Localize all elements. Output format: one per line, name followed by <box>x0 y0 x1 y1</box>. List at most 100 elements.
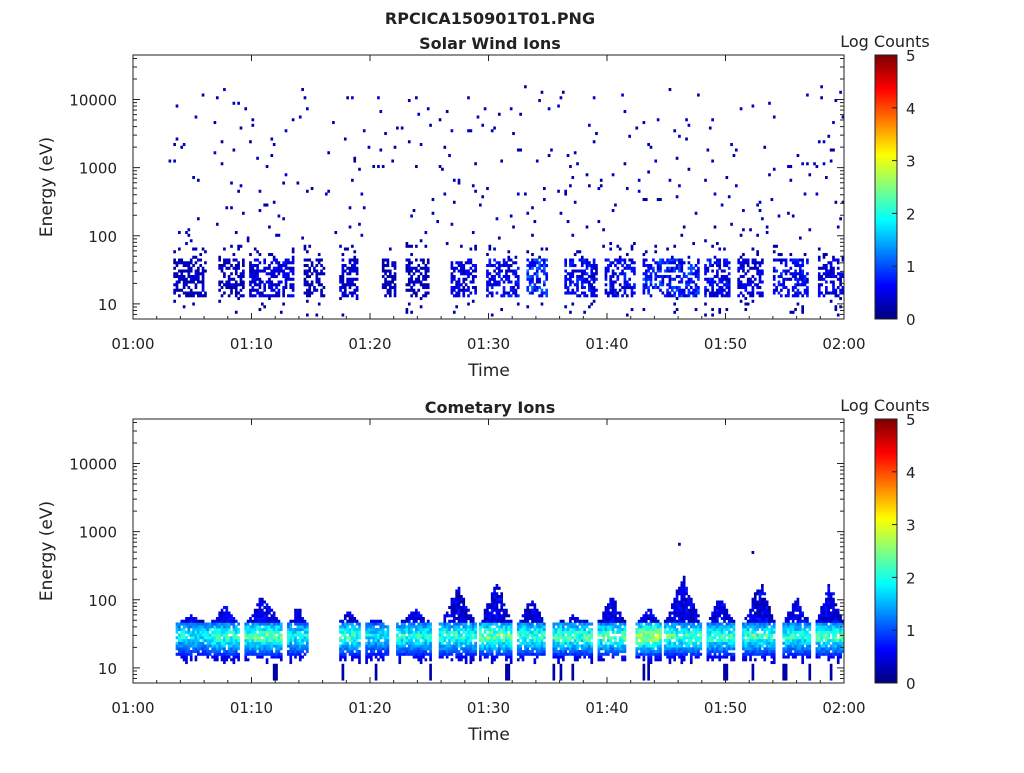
spectrogram-cell <box>545 272 548 275</box>
spectrogram-cell <box>526 603 529 606</box>
spectrogram-cell <box>704 239 707 242</box>
spectrogram-cell <box>633 272 636 275</box>
spectrogram-cell <box>484 625 487 628</box>
spectrogram-cell <box>489 603 492 606</box>
spectrogram-cell <box>197 259 200 262</box>
spectrogram-cell <box>270 286 273 289</box>
spectrogram-cell <box>391 160 394 163</box>
spectrogram-cell <box>723 283 726 286</box>
spectrogram-cell <box>616 647 619 650</box>
spectrogram-cell <box>306 281 309 284</box>
spectrogram-cell <box>254 614 257 617</box>
spectrogram-cell <box>659 647 662 650</box>
spectrogram-cell <box>678 292 681 295</box>
spectrogram-cell <box>398 645 401 648</box>
spectrogram-cell <box>297 625 300 628</box>
spectrogram-cell <box>697 278 700 281</box>
spectrogram-cell <box>538 612 541 615</box>
spectrogram-cell <box>638 647 641 650</box>
spectrogram-cell <box>742 261 745 264</box>
spectrogram-cell <box>522 620 525 623</box>
spectrogram-cell <box>669 656 672 659</box>
spectrogram-cell <box>233 620 236 623</box>
spectrogram-cell <box>275 664 278 667</box>
spectrogram-cell <box>522 653 525 656</box>
spectrogram-cell <box>624 658 627 661</box>
spectrogram-cell <box>377 620 380 623</box>
spectrogram-cell <box>460 609 463 612</box>
spectrogram-cell <box>524 636 527 639</box>
spectrogram-cell <box>173 160 176 163</box>
spectrogram-cell <box>195 275 198 278</box>
spectrogram-cell <box>285 261 288 264</box>
spectrogram-cell <box>353 261 356 264</box>
spectrogram-cell <box>600 184 603 187</box>
spectrogram-cell <box>804 253 807 256</box>
spectrogram-cell <box>242 286 245 289</box>
spectrogram-cell <box>626 283 629 286</box>
spectrogram-cell <box>249 253 252 256</box>
spectrogram-cell <box>223 275 226 278</box>
spectrogram-cell <box>204 650 207 653</box>
spectrogram-cell <box>368 623 371 626</box>
spectrogram-cell <box>621 631 624 634</box>
spectrogram-cell <box>493 631 496 634</box>
spectrogram-cell <box>804 283 807 286</box>
spectrogram-cell <box>718 286 721 289</box>
spectrogram-cell <box>759 275 762 278</box>
spectrogram-cell <box>280 642 283 645</box>
spectrogram-cell <box>415 270 418 273</box>
spectrogram-cell <box>529 283 532 286</box>
spectrogram-cell <box>242 212 245 215</box>
spectrogram-cell <box>562 656 565 659</box>
spectrogram-cell <box>375 653 378 656</box>
spectrogram-cell <box>441 639 444 642</box>
spectrogram-cell <box>491 294 494 297</box>
spectrogram-cell <box>562 645 565 648</box>
spectrogram-cell <box>228 612 231 615</box>
spectrogram-cell <box>726 278 729 281</box>
spectrogram-cell <box>612 620 615 623</box>
spectrogram-cell <box>394 278 397 281</box>
spectrogram-cell <box>228 645 231 648</box>
spectrogram-cell <box>460 283 463 286</box>
spectrogram-cell <box>526 634 529 637</box>
spectrogram-cell <box>467 289 470 292</box>
spectrogram-cell <box>593 300 596 303</box>
spectrogram-cell <box>422 636 425 639</box>
spectrogram-cell <box>278 642 281 645</box>
spectrogram-cell <box>671 261 674 264</box>
spectrogram-cell <box>389 283 392 286</box>
spectrogram-cell <box>489 634 492 637</box>
spectrogram-cell <box>252 650 255 653</box>
spectrogram-cell <box>534 639 537 642</box>
spectrogram-cell <box>643 642 646 645</box>
spectrogram-cell <box>621 650 624 653</box>
spectrogram-cell <box>292 631 295 634</box>
spectrogram-cell <box>723 264 726 267</box>
spectrogram-cell <box>659 264 662 267</box>
spectrogram-cell <box>228 623 231 626</box>
spectrogram-cell <box>616 278 619 281</box>
spectrogram-cell <box>235 636 238 639</box>
spectrogram-cell <box>387 259 390 262</box>
spectrogram-cell <box>465 645 468 648</box>
spectrogram-cell <box>538 617 541 620</box>
spectrogram-cell <box>552 664 555 667</box>
spectrogram-cell <box>531 645 534 648</box>
spectrogram-cell <box>522 614 525 617</box>
spectrogram-cell <box>401 653 404 656</box>
spectrogram-cell <box>339 281 342 284</box>
spectrogram-cell <box>353 642 356 645</box>
spectrogram-cell <box>543 270 546 273</box>
spectrogram-cell <box>462 606 465 609</box>
spectrogram-cell <box>529 617 532 620</box>
spectrogram-cell <box>493 259 496 262</box>
spectrogram-cell <box>569 283 572 286</box>
spectrogram-cell <box>413 656 416 659</box>
spectrogram-cell <box>609 645 612 648</box>
spectrogram-cell <box>756 204 759 207</box>
spectrogram-cell <box>538 642 541 645</box>
spectrogram-cell <box>718 311 721 314</box>
spectrogram-cell <box>493 248 496 251</box>
